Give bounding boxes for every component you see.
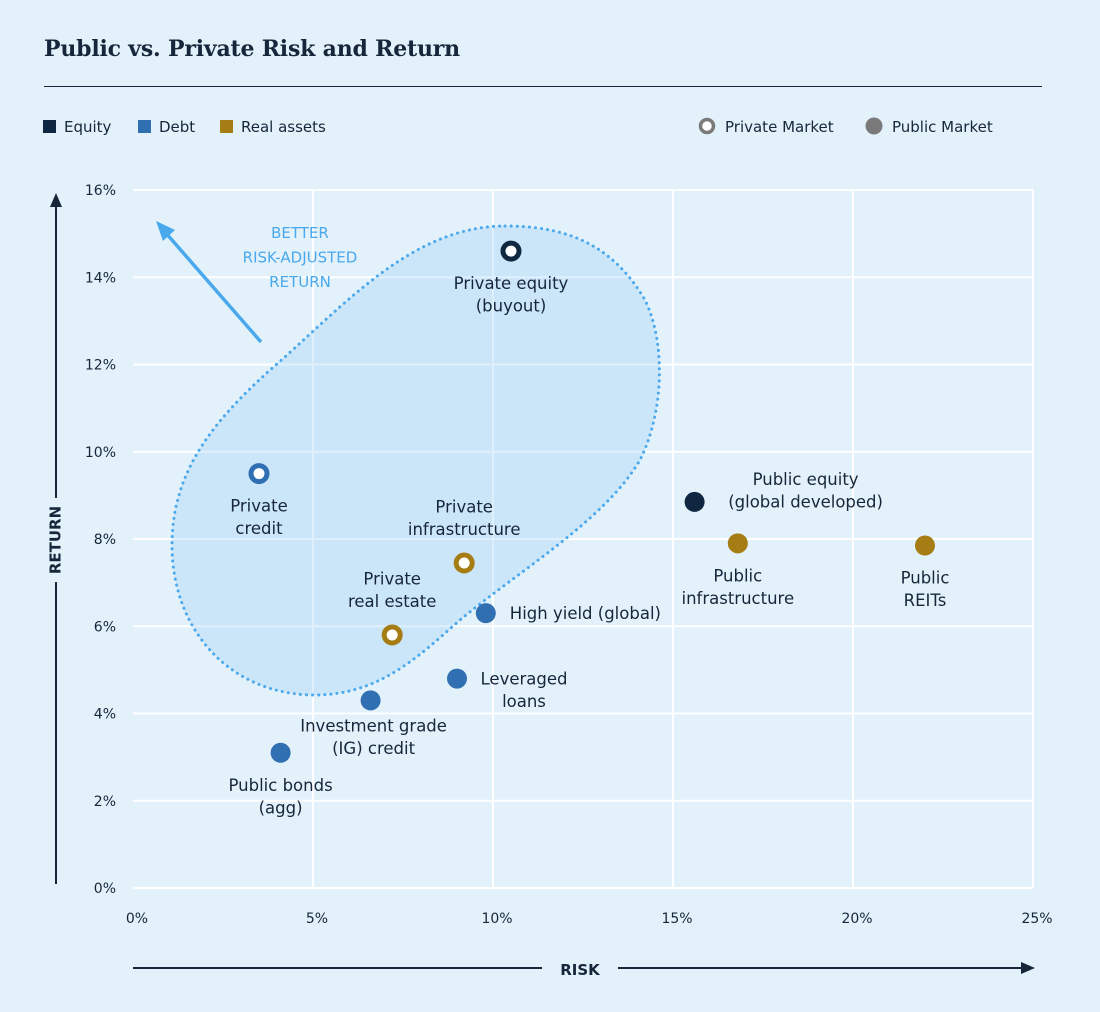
y-tick-label: 8% <box>94 532 116 548</box>
y-tick-label: 12% <box>85 358 116 374</box>
legend-swatch-equity <box>43 120 56 133</box>
point-private-infrastructure <box>453 552 475 574</box>
grid: 0% 2% 4% 6% 8% 10% 12% 14% 16% 0% 5% 10% 15% 20% 25% <box>85 183 1053 927</box>
point-label: Public <box>901 569 950 588</box>
point-private-equity-buyout <box>500 240 522 262</box>
annotation-line: RETURN <box>269 273 331 291</box>
point-label: infrastructure <box>408 520 521 539</box>
legend-label-debt: Debt <box>159 118 195 136</box>
point-private-credit <box>248 463 270 485</box>
point-label: loans <box>502 692 546 711</box>
legend-label-equity: Equity <box>64 118 112 136</box>
highlight-region-outline <box>170 224 661 697</box>
x-tick-label: 25% <box>1021 911 1052 927</box>
point-label: Leveraged <box>481 670 568 689</box>
x-tick-label: 10% <box>481 911 512 927</box>
x-tick-label: 5% <box>306 911 328 927</box>
legend-marker-public <box>865 117 883 135</box>
point-label: (agg) <box>259 798 303 817</box>
axes: RETURN RISK <box>46 193 1035 980</box>
point-label: infrastructure <box>681 589 794 608</box>
y-axis-label-gap <box>46 498 66 582</box>
point-label: (buyout) <box>476 297 547 316</box>
better-direction-arrow-head <box>156 221 175 241</box>
point-label: Public bonds <box>229 776 333 795</box>
point-label: REITs <box>904 591 947 610</box>
x-tick-label: 15% <box>661 911 692 927</box>
legend: Equity Debt Real assets Private Market Publi… <box>43 117 993 136</box>
point-investment-grade-ig-credit <box>360 690 381 711</box>
point-label: Public <box>713 566 762 585</box>
x-axis-label-gap <box>542 956 618 980</box>
point-label: Private <box>435 497 493 516</box>
point-private-real-estate <box>381 624 403 646</box>
y-tick-label: 16% <box>85 183 116 199</box>
point-label: real estate <box>348 592 436 611</box>
point-public-reits <box>915 535 935 556</box>
y-axis-arrow-head <box>50 193 62 207</box>
y-tick-label: 6% <box>94 619 116 635</box>
y-tick-label: 14% <box>85 270 116 286</box>
annotation-line: RISK-ADJUSTED <box>243 249 358 267</box>
point-label: Private equity <box>454 274 569 293</box>
y-tick-label: 4% <box>94 707 116 723</box>
title-divider <box>44 86 1042 87</box>
better-direction-arrow-shaft <box>163 230 263 344</box>
point-label: Private <box>230 497 288 516</box>
x-tick-label: 20% <box>841 911 872 927</box>
point-public-bonds-agg <box>270 742 291 763</box>
x-axis-label: RISK <box>560 961 601 979</box>
legend-label-private-market: Private Market <box>725 118 834 136</box>
point-public-infrastructure <box>727 533 748 554</box>
legend-swatch-real-assets <box>220 120 233 133</box>
point-label: (global developed) <box>728 492 883 511</box>
point-leveraged-loans <box>447 668 467 689</box>
x-tick-label: 0% <box>126 911 148 927</box>
point-public-equity-global-developed <box>684 491 705 512</box>
y-tick-label: 2% <box>94 794 116 810</box>
x-axis-arrow-head <box>1021 962 1035 974</box>
data-points: Private equity (buyout) Private credit Priva… <box>229 240 950 817</box>
legend-label-real-assets: Real assets <box>241 118 326 136</box>
point-high-yield-global <box>475 603 496 624</box>
y-tick-label: 10% <box>85 445 116 461</box>
legend-swatch-debt <box>138 120 151 133</box>
chart-title: Public vs. Private Risk and Return <box>44 36 460 62</box>
point-label: Public equity <box>753 470 859 489</box>
legend-marker-private <box>698 117 716 135</box>
point-label: credit <box>235 519 283 538</box>
legend-label-public-market: Public Market <box>892 118 993 136</box>
point-label: (IG) credit <box>332 739 415 758</box>
y-tick-label: 0% <box>94 881 116 897</box>
point-label: Private <box>363 569 421 588</box>
point-label: Investment grade <box>300 716 447 735</box>
risk-adjusted-region: BETTER RISK-ADJUSTED RETURN <box>156 221 661 697</box>
annotation-line: BETTER <box>271 224 329 242</box>
point-label: High yield (global) <box>510 604 661 623</box>
y-axis-label: RETURN <box>47 506 65 574</box>
